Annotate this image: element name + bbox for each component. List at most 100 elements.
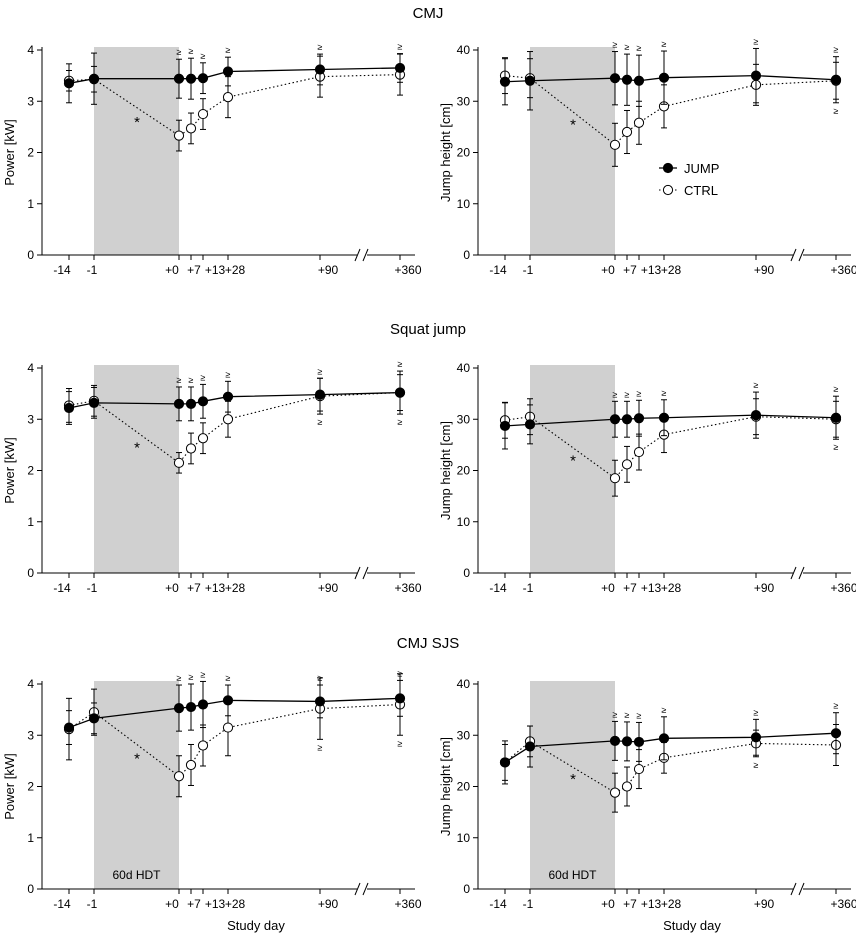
data-point-jump [88,73,100,84]
y-tick-label: 0 [27,566,34,580]
significance-symbol: ≥ [189,375,194,385]
data-point-ctrl [609,139,621,150]
x-tick-label: +360 [394,897,421,911]
significance-symbol: ≥ [398,417,403,427]
y-tick-label: 3 [27,412,34,426]
x-tick-label: +360 [830,897,856,911]
data-point-ctrl [185,443,197,454]
legend-marker-jump [662,162,674,174]
data-point-jump [222,391,234,402]
y-tick-label: 40 [457,43,471,57]
row-title-cmj: CMJ [413,5,444,22]
axis-break-mark [362,566,369,580]
data-point-jump [633,75,645,86]
x-tick-label: +0 [165,897,179,911]
x-tick-label: +13 [641,897,662,911]
data-point-jump [222,66,234,77]
x-tick-label: +90 [754,263,775,277]
data-point-jump [499,420,511,432]
y-tick-label: 20 [457,780,471,794]
x-tick-label: -14 [489,581,507,595]
x-tick-label: +7 [187,897,201,911]
y-axis-label: Jump height [cm] [438,103,453,202]
significance-symbol: ≥ [318,366,323,376]
significance-symbol: ≥ [662,39,667,49]
x-axis-label: Study day [663,918,721,933]
hdt-shade [530,365,615,573]
data-point-ctrl [621,781,633,792]
significance-symbol: ≥ [625,42,630,52]
series-line-jump [68,67,401,84]
legend-label-jump: JUMP [684,161,719,176]
series-line-ctrl [504,740,837,794]
axis-break-mark [798,882,805,896]
significance-symbol: ≥ [189,46,194,56]
y-tick-label: 1 [27,515,34,529]
data-point-jump [63,78,75,89]
y-tick-label: 20 [457,146,471,160]
series-line-ctrl [68,703,401,777]
y-tick-label: 4 [27,43,34,57]
x-tick-label: +0 [601,581,615,595]
significance-symbol: ≥ [398,359,403,369]
x-tick-label: -14 [53,263,71,277]
hdt-label: 60d HDT [548,868,597,882]
data-point-jump [499,76,511,87]
significance-symbol: ≥ [201,669,206,679]
x-tick-label: +13 [205,263,226,277]
significance-symbol: ≥ [834,384,839,394]
axis-break-mark [798,248,805,262]
data-point-jump [394,387,406,398]
data-point-jump [197,73,209,84]
data-point-jump [185,73,197,84]
data-point-ctrl [621,126,633,138]
panel-sj-height: 0 10 20 30 40 Jump height [cm] -14 -1 +0 +7 +13 +28… [438,361,856,595]
significance-symbol: ≥ [637,43,642,53]
series-line-ctrl [68,392,401,464]
significance-symbol: ≥ [834,45,839,55]
x-tick-label: -14 [489,263,507,277]
data-point-jump [609,73,621,84]
legend-label-ctrl: CTRL [684,183,718,198]
significance-symbol: ≥ [754,760,759,770]
data-point-jump [633,736,645,748]
data-point-jump [314,64,326,75]
panel-sjs-power: 60d HDT 0 1 2 3 4 Power [kW] -14 -1 +0 +7 +13 +28 +90… [2,668,422,933]
y-tick-label: 3 [27,94,34,108]
significance-symbol: ≥ [834,701,839,711]
y-tick-label: 30 [457,412,471,426]
significance-symbol: ≥ [613,709,618,719]
star-annotation: * [570,452,576,469]
significance-symbol: ≥ [637,388,642,398]
x-tick-label: -1 [87,263,98,277]
y-tick-label: 0 [463,566,470,580]
series-line-jump [504,414,837,427]
x-tick-label: -14 [489,897,507,911]
x-axis-label: Study day [227,918,285,933]
data-point-ctrl [185,759,197,771]
data-point-ctrl [197,433,209,444]
y-axis-label: Jump height [cm] [438,737,453,836]
y-axis-label: Jump height [cm] [438,421,453,520]
y-axis-label: Power [kW] [2,119,17,185]
y-tick-label: 0 [463,248,470,262]
significance-symbol: ≥ [201,51,206,61]
data-point-jump [633,413,645,424]
data-point-jump [63,722,75,733]
significance-symbol: ≥ [318,673,323,683]
star-annotation: * [134,439,140,456]
data-point-ctrl [609,473,621,484]
data-point-ctrl [222,92,234,103]
data-point-jump [524,419,536,430]
x-tick-label: +28 [661,581,682,595]
significance-symbol: ≥ [613,389,618,399]
star-annotation: * [134,750,140,767]
data-point-jump [185,398,197,409]
significance-symbol: ≥ [662,388,667,398]
data-point-ctrl [222,414,234,425]
significance-symbol: ≥ [834,442,839,452]
x-tick-label: +7 [187,581,201,595]
data-point-jump [609,414,621,425]
